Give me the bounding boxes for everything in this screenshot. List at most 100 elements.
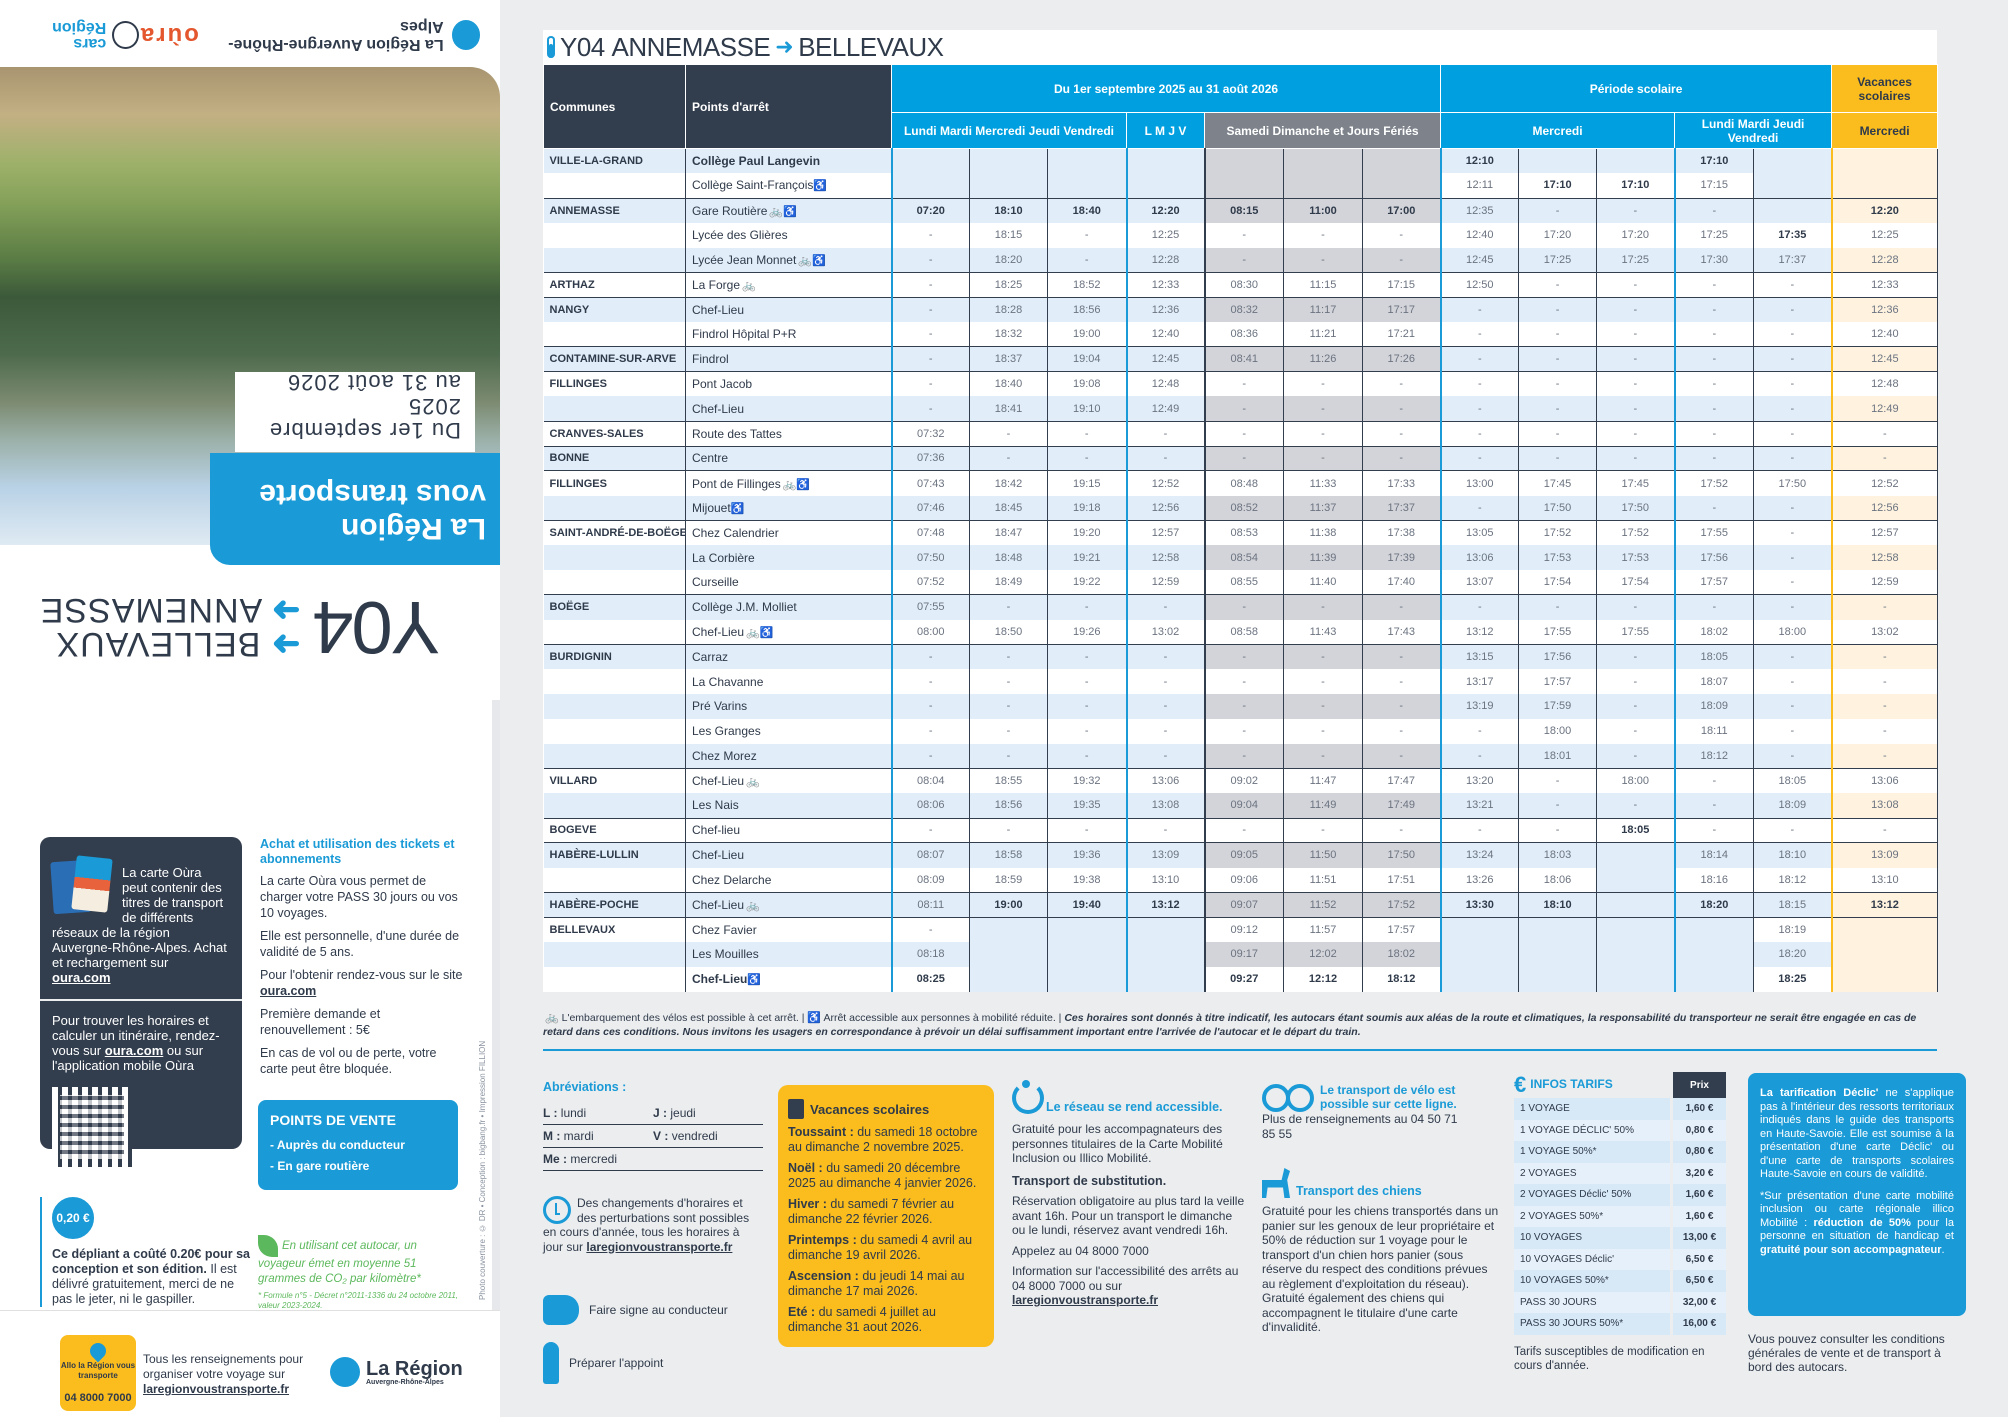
time-cell: 17:10 — [1518, 173, 1598, 199]
oura-text: La carte Oùra peut contenir des titres d… — [52, 865, 227, 970]
time-cell: - — [1047, 669, 1127, 695]
header-school-lmjv: Lundi Mardi Jeudi Vendredi — [1674, 112, 1833, 149]
region-title: La Région — [366, 1357, 463, 1380]
table-row: Findrol Hôpital P+R -18:32 19:00 12:40 08:36… — [543, 322, 1939, 347]
wheelchair-icon: ♿ — [730, 502, 745, 515]
time-cell: 12:20 — [1125, 197, 1205, 223]
time-cell: - — [1283, 643, 1363, 670]
time-cell — [1125, 942, 1205, 967]
bike-icon: 🚲 — [798, 254, 812, 267]
tarif-price: 3,20 € — [1670, 1162, 1726, 1184]
vac-key: Toussaint : — [788, 1125, 854, 1139]
time-cell: 17:50 — [1596, 495, 1676, 521]
time-cell: - — [1203, 817, 1284, 843]
changes-notice: Des changements d'horaires et des pertur… — [543, 1196, 753, 1254]
time-cell: - — [1673, 495, 1755, 521]
time-cell: - — [1439, 322, 1520, 347]
time-cell: 13:17 — [1439, 669, 1520, 695]
time-cell: 12:45 — [1439, 247, 1520, 273]
divider — [543, 1049, 1937, 1051]
time-cell: 18:09 — [1753, 793, 1833, 819]
time-cell: - — [1753, 296, 1833, 323]
stop-cell: Chef-Lieu — [685, 842, 892, 868]
table-row: CONTAMINE-SUR-ARVE Findrol -18:37 19:04 12:4… — [543, 346, 1939, 372]
price-header: Prix — [1670, 1072, 1726, 1098]
time-cell — [1753, 197, 1833, 223]
banner-line: La Région — [340, 512, 486, 545]
time-cell: 09:02 — [1203, 767, 1284, 794]
stop-name: Les Nais — [692, 798, 739, 813]
bike-icon: 🚲 — [746, 776, 760, 789]
time-cell: 17:15 — [1673, 173, 1755, 199]
oura-link-2[interactable]: oura.com — [104, 1043, 164, 1058]
time-cell — [1283, 148, 1363, 174]
time-cell: 18:12 — [1362, 966, 1442, 992]
laregion-link-3[interactable]: laregionvoustransporte.fr — [1012, 1293, 1159, 1307]
time-cell: - — [1518, 371, 1598, 397]
commune-cell: BOGEVE — [543, 817, 686, 843]
time-cell: 08:18 — [890, 942, 970, 967]
achat-text: Première demande et renouvellement : 5€ — [260, 1007, 381, 1037]
tarif-row: 2 VOYAGES 3,20 € — [1514, 1162, 1726, 1184]
tarif-price: 1,60 € — [1670, 1098, 1726, 1120]
time-cell: 18:01 — [1518, 743, 1598, 769]
time-cell: - — [1596, 793, 1676, 819]
time-cell: 19:08 — [1047, 371, 1127, 397]
time-cell: - — [1830, 420, 1939, 447]
time-cell: - — [1753, 420, 1833, 447]
time-cell: 17:59 — [1518, 694, 1598, 719]
time-cell: - — [969, 694, 1048, 719]
time-cell: 13:12 — [1125, 891, 1205, 918]
time-cell: - — [1047, 643, 1127, 670]
time-cell — [1047, 148, 1127, 174]
time-cell — [1047, 173, 1127, 199]
time-cell: 18:52 — [1047, 271, 1127, 298]
time-cell: 18:07 — [1673, 669, 1755, 695]
time-cell: 13:12 — [1830, 891, 1939, 918]
substitution-title: Transport de substitution. — [1012, 1173, 1167, 1188]
time-cell: 17:25 — [1673, 222, 1755, 248]
time-cell: 13:26 — [1439, 867, 1520, 893]
time-cell: - — [1439, 346, 1520, 372]
table-row: ANNEMASSE Gare Routière 🚲 ♿ 07:20 18:10 18:4… — [543, 197, 1939, 223]
time-cell: 13:30 — [1439, 891, 1520, 918]
stop-name: Chez Calendrier — [692, 526, 779, 541]
time-cell: 17:21 — [1362, 322, 1442, 347]
header-school-wed: Mercredi — [1440, 112, 1676, 149]
time-cell: 08:48 — [1203, 470, 1284, 496]
laregion-link[interactable]: laregionvoustransporte.fr — [143, 1382, 290, 1396]
oura-link[interactable]: oura.com — [52, 970, 111, 985]
time-cell: - — [1518, 817, 1598, 843]
tarif-price: 32,00 € — [1670, 1291, 1726, 1313]
time-cell: 17:53 — [1596, 545, 1676, 571]
time-cell: 12:45 — [1125, 346, 1205, 372]
tarif-price: 1,60 € — [1670, 1184, 1726, 1206]
qr-code[interactable] — [52, 1087, 132, 1167]
time-cell: 17:55 — [1518, 619, 1598, 645]
table-row: BOGEVE Chef-lieu - - - - - - - - -18:05- - - — [543, 817, 1939, 843]
time-cell: 12:25 — [1125, 222, 1205, 248]
time-cell: - — [1753, 694, 1833, 719]
time-cell — [1830, 942, 1939, 967]
time-cell: - — [1830, 694, 1939, 719]
time-cell — [1830, 173, 1939, 199]
time-cell: 17:35 — [1753, 222, 1833, 248]
cover-banner: La Région vous transporte — [210, 453, 500, 565]
laregion-link-2[interactable]: laregionvoustransporte.fr — [586, 1239, 733, 1254]
pin-icon — [86, 1339, 110, 1363]
time-cell: - — [1596, 322, 1676, 347]
wheelchair-icon: ♿ — [812, 254, 826, 267]
chiens-text: Gratuité pour les chiens transportés dan… — [1262, 1204, 1499, 1334]
time-cell: - — [1830, 594, 1939, 620]
time-cell: 19:20 — [1047, 519, 1127, 546]
time-cell: 12:02 — [1283, 942, 1363, 967]
table-row: Les Mouilles 08:18 09:17 12:02 18:02 18:20 — [543, 942, 1939, 967]
dates-line: au 31 août 2026 — [286, 370, 461, 395]
credits: Photo couverture : © DR • Conception : b… — [478, 1040, 487, 1300]
oura-link-3[interactable]: oura.com — [260, 984, 317, 998]
time-cell — [1362, 173, 1442, 199]
time-cell: - — [1047, 247, 1127, 273]
achat-text: Pour l'obtenir rendez-vous sur le site — [260, 968, 463, 982]
stop-name: Lycée des Glières — [692, 228, 788, 243]
cover-route: Y04 — [314, 586, 440, 669]
